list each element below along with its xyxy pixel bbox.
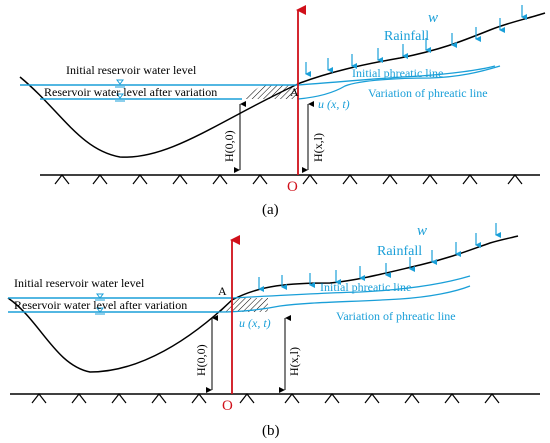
variation-phreatic-label: Variation of phreatic line [336,309,456,323]
h00-label: H(0,0) [194,344,208,376]
w-label: w [428,10,438,26]
panel-a: Initial reservoir water level Reservoir … [19,5,546,218]
u-label: u (x, t) [239,316,271,330]
initial-phreatic-label: Initial phreatic line [352,66,443,80]
caption-a: (a) [262,202,279,218]
initial-phreatic-line [297,65,496,86]
caption-b: (b) [262,423,280,439]
hxl-label: H(x,l) [287,347,301,376]
hxl-label: H(x,l) [311,133,325,162]
drawdown-zone [242,85,298,99]
rainfall-label: Rainfall [384,29,429,44]
variation-phreatic-line [297,65,501,100]
w-label: w [417,223,427,239]
variation-phreatic-label: Variation of phreatic line [368,86,488,100]
point-a-label: A [218,284,227,298]
initial-phreatic-label: Initial phreatic line [320,280,411,294]
h00-label: H(0,0) [222,130,236,162]
slope-surface [19,12,546,158]
rain-arrows [258,223,501,292]
ground-hatch-marks [54,174,523,185]
point-a-label: A [290,85,299,99]
origin-label: O [222,398,233,414]
ground-hatch-marks [31,393,500,404]
initial-level-label: Initial reservoir water level [66,63,197,77]
origin-label: O [287,179,298,195]
after-level-label: Reservoir water level after variation [44,85,217,99]
water-level-marker-icon [115,79,125,102]
initial-level-label: Initial reservoir water level [14,276,145,290]
rain-arrows [305,5,527,77]
water-level-marker-icon [95,293,105,315]
initial-phreatic-line [231,275,471,299]
drawdown-zone [218,298,268,312]
u-label: u (x, t) [318,97,350,111]
rainfall-label: Rainfall [377,244,422,259]
after-level-label: Reservoir water level after variation [14,298,187,312]
variation-phreatic-line [217,285,471,313]
panel-b: Initial reservoir water level Reservoir … [7,223,540,439]
